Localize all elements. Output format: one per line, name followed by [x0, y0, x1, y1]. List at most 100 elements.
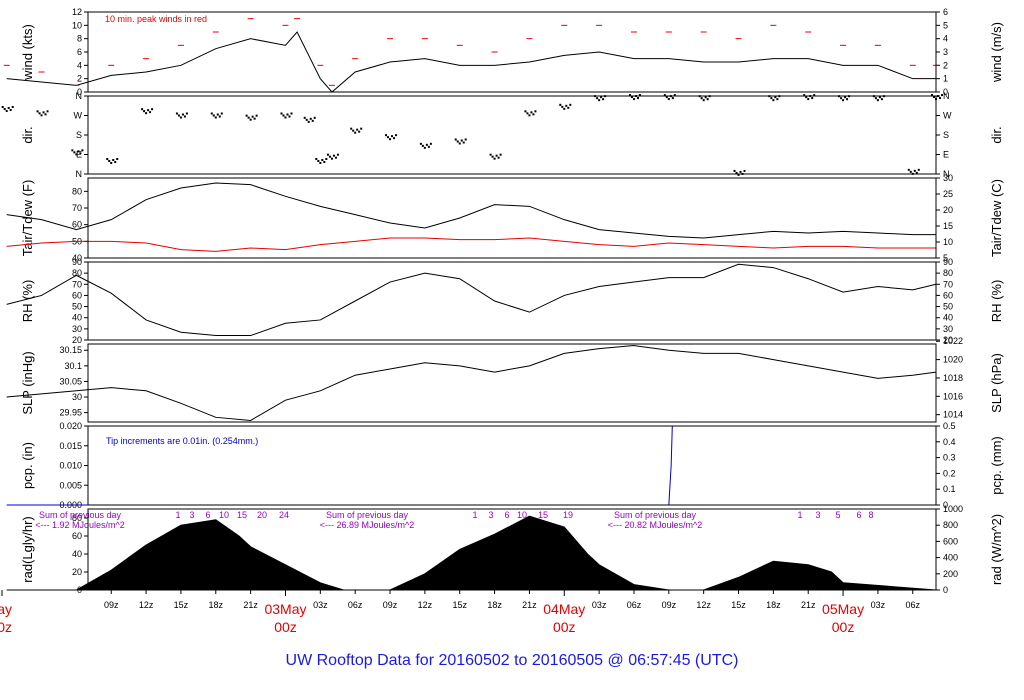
- wind-direction-point: [255, 114, 258, 117]
- wind-direction-point: [360, 127, 363, 130]
- wind-direction-point: [526, 112, 529, 115]
- x-tick-label: 21z: [243, 600, 258, 610]
- x-tick-label: 12z: [696, 600, 711, 610]
- wind-direction-point: [323, 161, 326, 163]
- radiation-sum-note: <--- 1.92 MJoules/m^2: [35, 520, 125, 530]
- wind-direction-point: [216, 113, 219, 116]
- wind-direction-point: [596, 97, 599, 100]
- y-tick-label-right: 80: [943, 268, 953, 278]
- wind-direction-point: [497, 156, 500, 159]
- x-tick-label: 15z: [452, 600, 467, 610]
- wind-direction-point: [218, 115, 221, 118]
- wind-direction-point: [667, 98, 670, 101]
- wind-direction-point: [247, 116, 250, 119]
- y-tick-label-left: 4: [77, 60, 82, 70]
- y-axis-label-right: wind (m/s): [989, 22, 1004, 83]
- x-day-label: May: [0, 601, 12, 617]
- wind-direction-point: [530, 111, 533, 114]
- y-tick-label-right: N: [943, 169, 950, 179]
- wind-direction-point: [421, 144, 424, 147]
- y-tick-label-left: 6: [77, 47, 82, 57]
- y-tick-label-right: 1014: [943, 410, 963, 420]
- wind-direction-point: [350, 127, 353, 130]
- hour-mark: 6: [856, 510, 861, 520]
- y-tick-label-right: 200: [943, 569, 958, 579]
- series-line-temp-0: [6, 182, 936, 239]
- y-tick-label-left: 60: [72, 220, 82, 230]
- wind-direction-point: [358, 130, 361, 133]
- wind-direction-point: [385, 134, 388, 137]
- wind-direction-point: [876, 99, 879, 102]
- wind-direction-point: [214, 116, 217, 119]
- wind-direction-point: [429, 142, 432, 145]
- wind-direction-point: [909, 170, 912, 173]
- wind-direction-point: [706, 98, 709, 101]
- x-tick-label: 18z: [487, 600, 502, 610]
- y-tick-label-left: 30.15: [59, 345, 82, 355]
- y-tick-label-right: 800: [943, 520, 958, 530]
- wind-direction-point: [776, 98, 779, 101]
- wind-direction-point: [565, 104, 568, 107]
- wind-direction-point: [811, 97, 814, 100]
- x-day-hour-label: 00z: [553, 619, 576, 635]
- hour-mark: 3: [189, 510, 194, 520]
- y-tick-label-left: 80: [72, 513, 82, 523]
- x-day-label: 04May: [543, 601, 585, 617]
- hour-mark: 6: [205, 510, 210, 520]
- wind-direction-point: [145, 112, 148, 115]
- y-axis-label-left: RH (%): [20, 280, 35, 323]
- wind-direction-point: [528, 114, 531, 117]
- wind-direction-point: [393, 137, 396, 140]
- wind-direction-point: [7, 107, 10, 109]
- wind-direction-point: [458, 142, 461, 145]
- y-tick-label-right: 40: [943, 313, 953, 323]
- panel-frame: [87, 11, 937, 93]
- wind-direction-point: [112, 159, 115, 161]
- wind-direction-point: [907, 168, 910, 171]
- x-day-hour-label: 00z: [274, 619, 297, 635]
- wind-direction-point: [561, 105, 564, 108]
- wind-direction-point: [326, 153, 329, 156]
- hour-mark: 6: [504, 510, 509, 520]
- panel-frame: [87, 343, 937, 423]
- y-tick-label-left: 0.015: [59, 441, 82, 451]
- wind-direction-point: [75, 153, 78, 156]
- y-tick-label-left: 70: [72, 279, 82, 289]
- wind-direction-point: [319, 162, 322, 164]
- panel-frame: [87, 508, 937, 591]
- wind-direction-point: [844, 96, 847, 99]
- y-tick-label-left: 30.1: [64, 361, 82, 371]
- wind-direction-point: [456, 140, 459, 143]
- y-axis-label-left: dir.: [20, 126, 35, 143]
- y-axis-label-right: RH (%): [989, 280, 1004, 323]
- y-tick-label-left: 30.05: [59, 376, 82, 386]
- y-axis-label-right: rad (W/m^2): [989, 514, 1004, 585]
- wind-direction-point: [321, 159, 324, 161]
- y-tick-label-right: 1016: [943, 391, 963, 401]
- y-tick-label-left: 70: [72, 203, 82, 213]
- wind-direction-point: [46, 110, 49, 113]
- y-tick-label-left: 90: [72, 257, 82, 267]
- wind-direction-point: [284, 116, 287, 119]
- y-tick-label-right: 70: [943, 279, 953, 289]
- series-line-rh-0: [6, 263, 937, 337]
- y-axis-label-right: Tair/Tdew (C): [989, 179, 1004, 257]
- wind-direction-point: [185, 112, 188, 115]
- wind-direction-point: [210, 112, 213, 115]
- wind-direction-point: [307, 120, 310, 123]
- wind-direction-point: [743, 169, 746, 172]
- y-tick-label-left: S: [76, 130, 82, 140]
- y-tick-label-right: N: [943, 91, 950, 101]
- wind-direction-point: [739, 170, 742, 173]
- series-line-slp-0: [6, 345, 937, 421]
- y-tick-label-right: 60: [943, 290, 953, 300]
- wind-direction-point: [917, 168, 920, 171]
- wind-direction-point: [807, 98, 810, 101]
- panel-slp: 29.95 30 30.05 30.1 30.15 1014 1016 1018 1020 102…: [6, 336, 1004, 423]
- y-tick-label-left: 60: [72, 290, 82, 300]
- wind-direction-point: [665, 96, 668, 99]
- wind-direction-point: [245, 114, 248, 117]
- y-tick-label-left: 0.010: [59, 461, 82, 471]
- x-tick-label: 09z: [662, 600, 677, 610]
